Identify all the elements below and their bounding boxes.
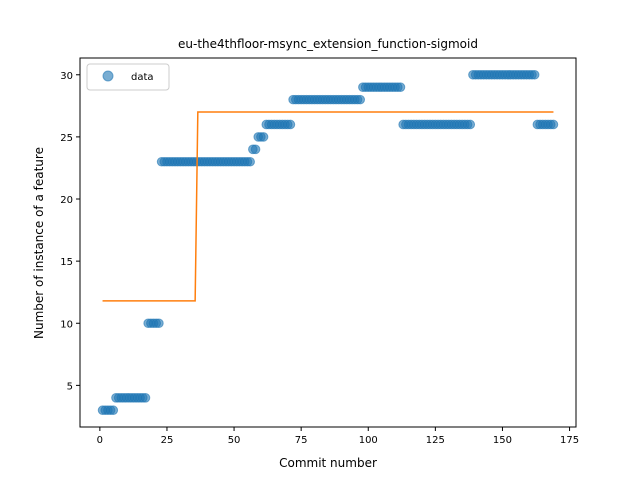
data-point: [140, 393, 151, 403]
data-point: [465, 119, 476, 130]
x-tick-label: 25: [161, 435, 174, 446]
x-axis-label: Commit number: [279, 456, 377, 470]
data-point: [355, 94, 366, 105]
y-tick-label: 20: [60, 195, 73, 206]
y-tick-label: 10: [60, 319, 73, 330]
x-tick-label: 50: [228, 435, 241, 446]
data-point: [548, 119, 559, 130]
axes-frame: [79, 57, 577, 428]
y-tick-label: 30: [60, 71, 73, 82]
y-tick-label: 15: [60, 257, 73, 268]
x-tick-label: 150: [493, 435, 512, 446]
plot-area: [97, 69, 559, 416]
data-point: [258, 132, 269, 142]
y-axis-label: Number of instance of a feature: [32, 147, 46, 339]
y-tick-label: 5: [67, 381, 73, 392]
y-axis-ticks: 5 10 15 20 25 30: [60, 71, 80, 392]
data-point: [154, 318, 164, 329]
chart-title: eu-the4thfloor-msync_extension_function-…: [178, 37, 478, 51]
sigmoid-fit-line: [102, 111, 554, 302]
data-point: [108, 405, 119, 416]
legend: data: [86, 63, 170, 91]
x-axis-ticks: 0 25 50 75 100 125 150 175: [97, 427, 579, 446]
x-tick-label: 0: [97, 435, 103, 446]
x-tick-label: 75: [295, 435, 308, 446]
data-point: [285, 119, 296, 130]
data-point: [395, 82, 406, 92]
x-tick-label: 100: [359, 435, 378, 446]
legend-label-data: data: [131, 72, 154, 83]
data-point: [250, 144, 261, 155]
x-tick-label: 175: [560, 435, 579, 446]
x-tick-label: 125: [426, 435, 445, 446]
data-point: [245, 156, 255, 167]
y-tick-label: 25: [60, 133, 73, 144]
data-point: [529, 69, 540, 80]
legend-marker-data: [102, 70, 114, 82]
legend-box: [86, 63, 170, 91]
